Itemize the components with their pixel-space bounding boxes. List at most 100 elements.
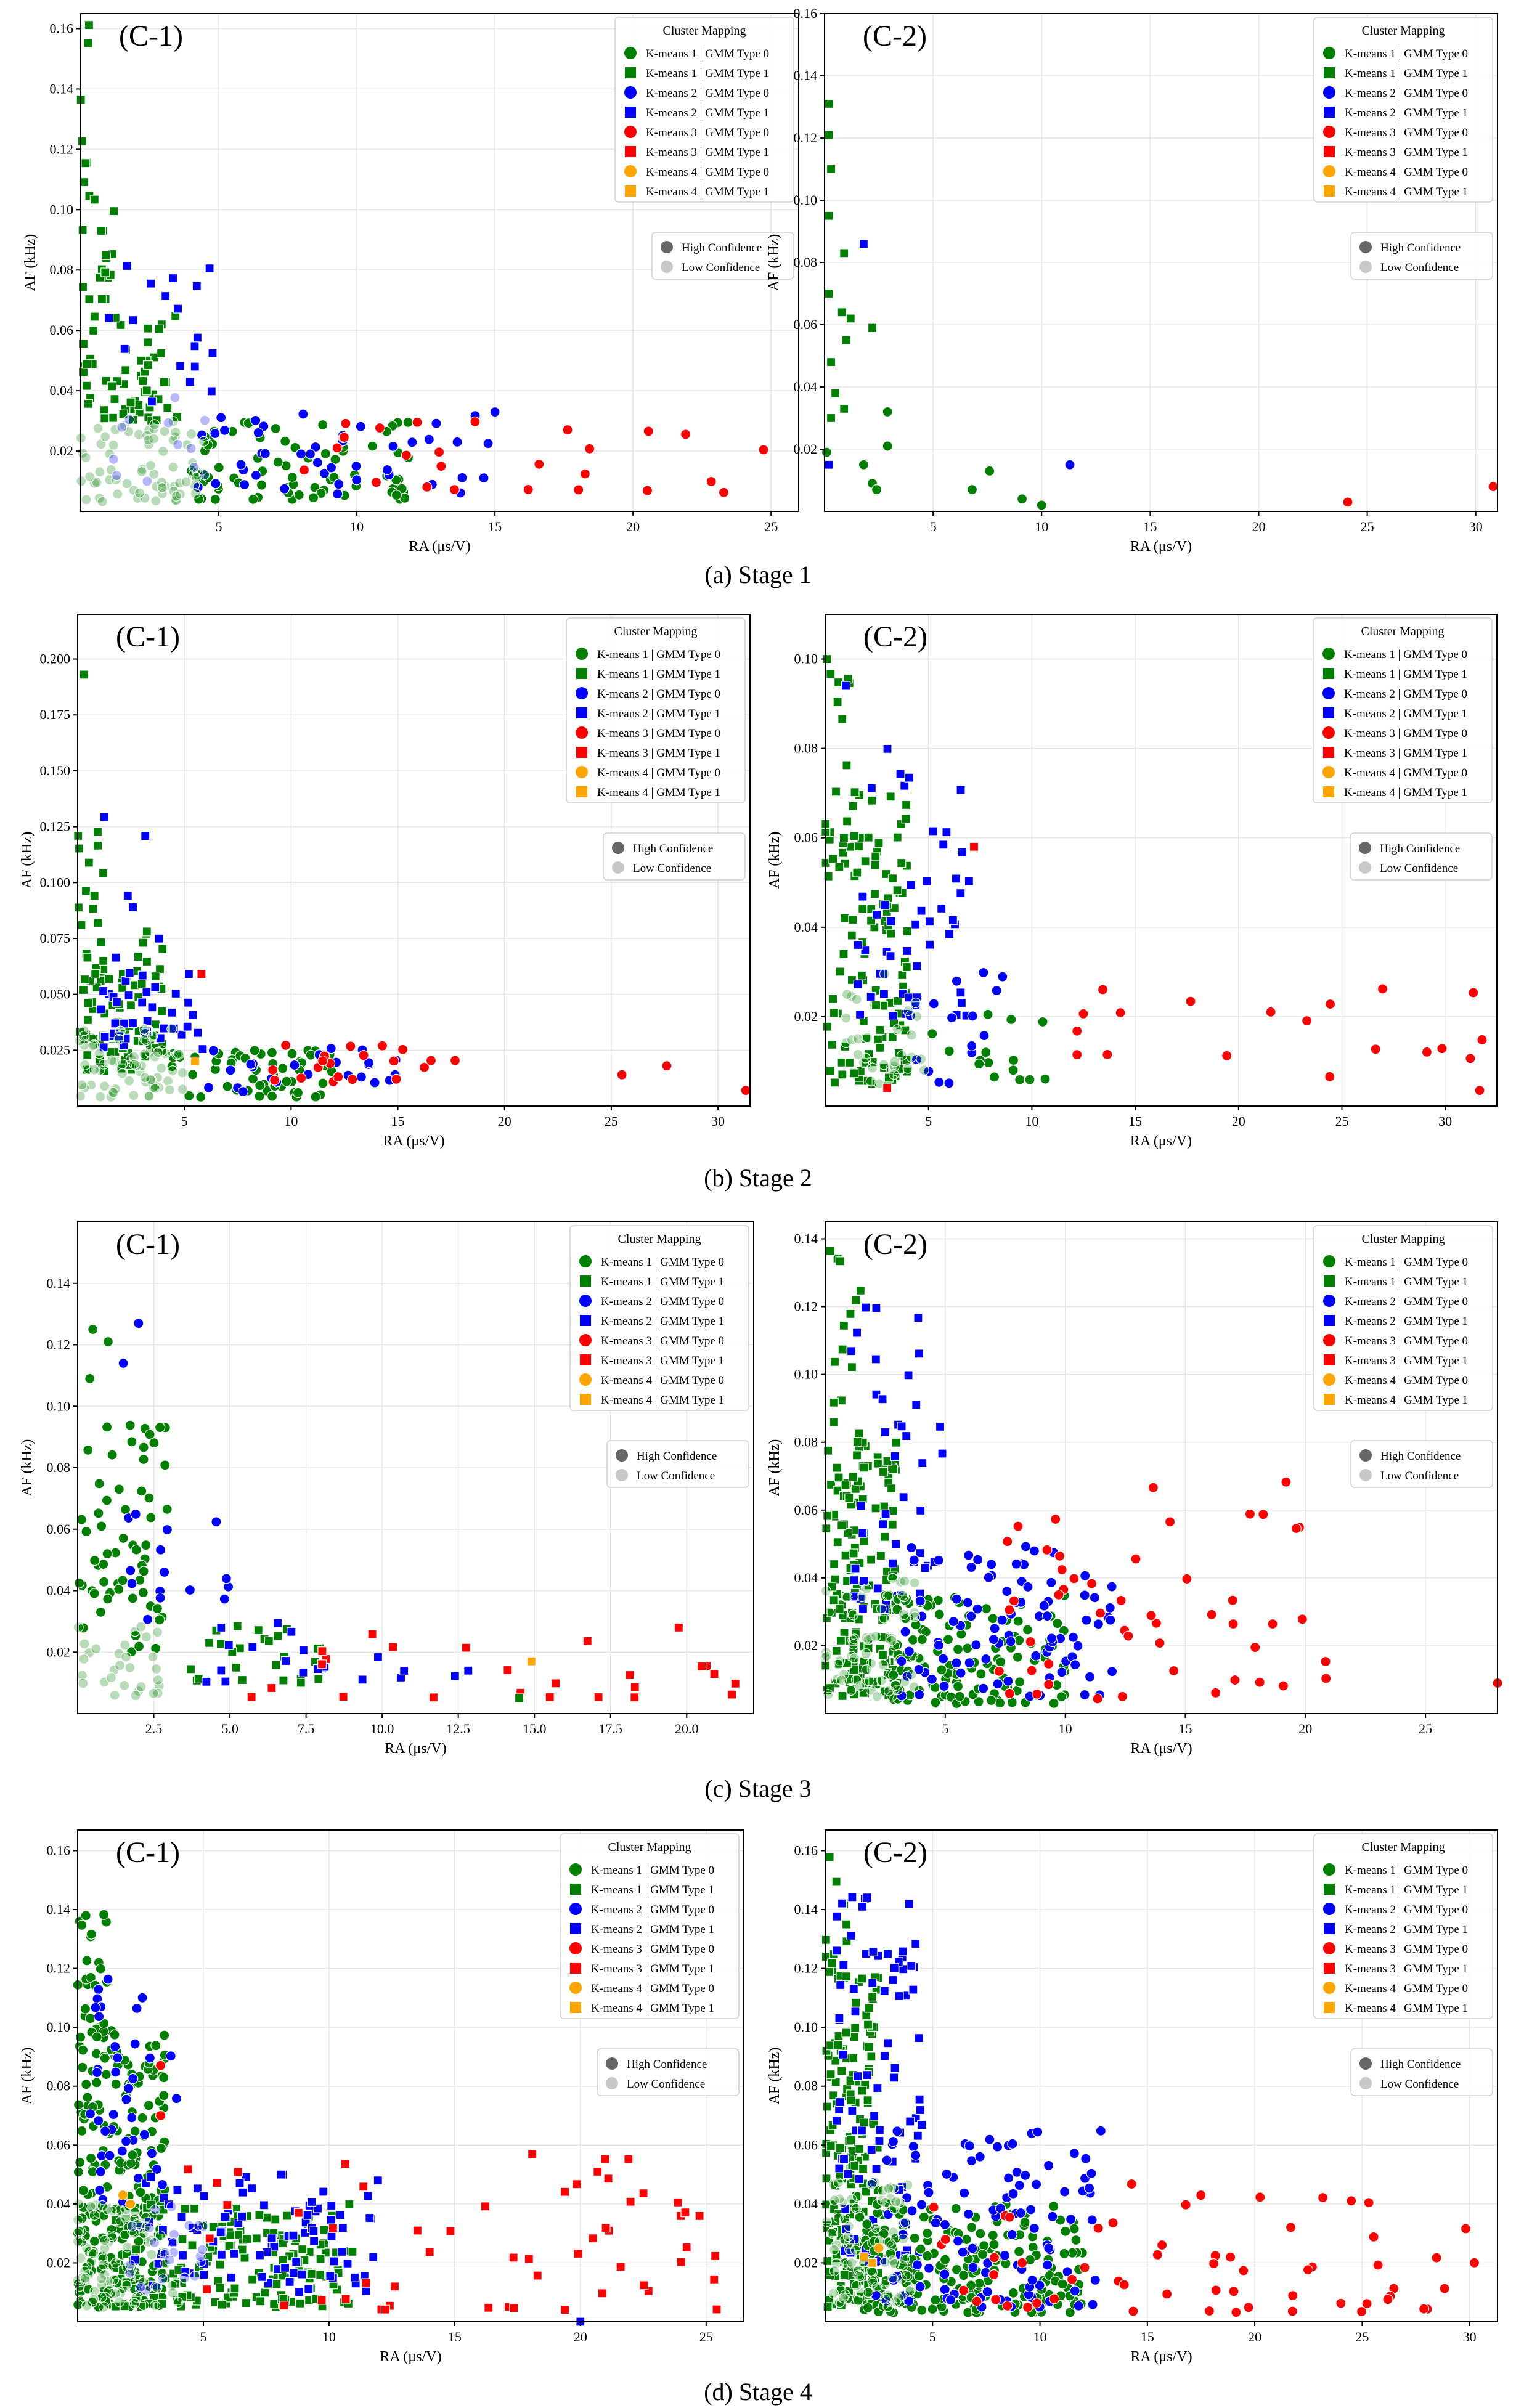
data-point: [126, 2112, 137, 2123]
data-point: [269, 2299, 279, 2309]
x-tick-label: 15: [1141, 2329, 1154, 2345]
data-point: [1321, 1673, 1332, 1684]
data-point: [1008, 1595, 1020, 1606]
data-point: [173, 304, 183, 314]
data-point: [154, 934, 164, 943]
data-point: [846, 2257, 857, 2268]
data-point: [838, 2049, 848, 2059]
data-point: [148, 1688, 159, 1699]
legend-marker-square: [1324, 1315, 1335, 1326]
data-point: [1278, 1680, 1289, 1691]
x-tick-label: 5: [216, 519, 222, 534]
data-point: [974, 1058, 985, 1070]
x-tick-label: 25: [1355, 2329, 1369, 2345]
data-point: [77, 136, 87, 146]
data-point: [210, 478, 221, 489]
legend-marker-circle: [1323, 1334, 1335, 1346]
data-point: [889, 1963, 899, 1973]
data-point: [858, 1528, 868, 1538]
data-point: [846, 2135, 856, 2145]
data-point: [893, 2292, 904, 2304]
data-point: [873, 2083, 882, 2093]
data-point: [1086, 1578, 1098, 1589]
data-point: [185, 443, 197, 454]
data-point: [1320, 1656, 1331, 1667]
data-point: [127, 1593, 138, 1604]
data-point: [98, 1909, 110, 1920]
legend-box: [1313, 617, 1493, 803]
data-point: [152, 1072, 163, 1083]
data-point: [1066, 2214, 1077, 2225]
data-point: [95, 1963, 106, 1974]
data-point: [198, 436, 210, 447]
data-point: [863, 1675, 874, 1686]
data-point: [137, 970, 147, 980]
data-point: [1238, 2265, 1249, 2276]
legend-label: K-means 4 | GMM Type 0: [597, 767, 720, 779]
data-point: [1081, 1614, 1092, 1625]
data-point: [680, 2208, 690, 2218]
data-point: [135, 2187, 146, 2198]
legend-marker-circle: [1323, 1863, 1335, 1876]
data-point: [895, 769, 905, 779]
data-point: [889, 2258, 900, 2269]
legend-marker-circle: [569, 1982, 582, 1994]
data-point: [97, 496, 108, 507]
x-tick-label: 5: [200, 2329, 206, 2345]
x-tick-label: 15: [1128, 1113, 1142, 1129]
data-point: [120, 1640, 131, 1651]
data-point: [888, 2227, 899, 2238]
data-point: [125, 1565, 136, 1576]
data-point: [104, 449, 115, 460]
data-point: [93, 917, 103, 928]
data-point: [1254, 1677, 1265, 1688]
data-point: [861, 1584, 872, 1595]
legend-label: K-means 4 | GMM Type 1: [601, 1394, 724, 1407]
data-point: [470, 416, 481, 427]
data-point: [834, 1604, 844, 1614]
data-point: [873, 2242, 884, 2254]
data-point: [205, 264, 214, 274]
data-point: [866, 2052, 876, 2062]
data-point: [139, 2129, 150, 2140]
data-point: [110, 394, 120, 404]
data-point: [892, 832, 902, 842]
data-point: [953, 2235, 964, 2247]
data-point: [117, 1575, 128, 1586]
data-point: [923, 2187, 934, 2198]
data-point: [84, 858, 94, 868]
data-point: [1004, 1605, 1015, 1616]
legend-label: K-means 1 | GMM Type 0: [1345, 47, 1468, 60]
data-point: [1019, 2217, 1030, 2228]
data-point: [224, 2241, 234, 2251]
data-point: [1469, 2257, 1480, 2268]
data-point: [95, 1606, 106, 1618]
x-tick-label: 10: [1059, 1721, 1072, 1736]
data-point: [338, 1692, 348, 1702]
y-tick-label: 0.150: [40, 763, 71, 778]
legend-label: Low Confidence: [1380, 2078, 1459, 2091]
data-point: [867, 323, 878, 333]
data-point: [841, 2028, 851, 2038]
data-point: [890, 1451, 900, 1461]
data-point: [211, 1516, 222, 1527]
data-point: [850, 787, 860, 797]
data-point: [83, 998, 93, 1008]
data-point: [108, 1664, 120, 1675]
data-point: [844, 1057, 855, 1068]
data-point: [709, 1669, 719, 1679]
data-point: [102, 1336, 114, 1348]
legend-marker-square: [576, 786, 587, 797]
x-tick-label: 25: [699, 2329, 713, 2345]
data-point: [79, 670, 89, 680]
legend-label: Low Confidence: [633, 862, 711, 875]
data-point: [964, 1658, 975, 1669]
legend-marker-circle: [569, 1863, 582, 1876]
legend-title: Cluster Mapping: [618, 1232, 701, 1246]
data-point: [224, 1640, 234, 1650]
legend-label: Low Confidence: [1380, 862, 1458, 875]
data-point: [967, 2243, 978, 2254]
